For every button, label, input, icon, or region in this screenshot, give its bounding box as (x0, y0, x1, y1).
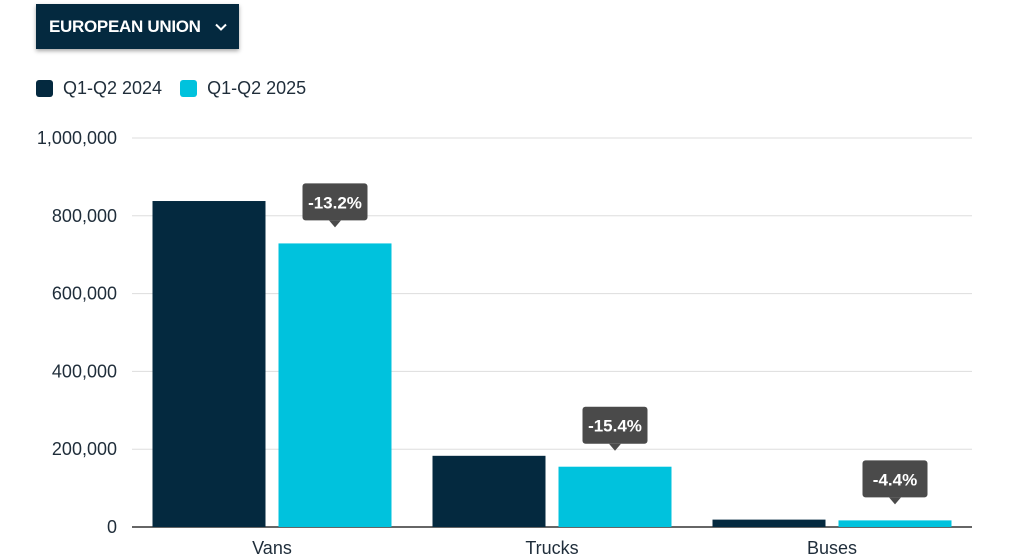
bar (432, 455, 546, 527)
bar (838, 520, 952, 527)
annotation-box (302, 183, 368, 221)
legend-item-2025[interactable]: Q1-Q2 2025 (180, 78, 306, 99)
chart-legend: Q1-Q2 2024 Q1-Q2 2025 (36, 78, 324, 99)
y-tick-label: 1,000,000 (37, 128, 117, 148)
annotation-pointer (329, 220, 341, 228)
bar (152, 201, 266, 527)
annotation-label: -13.2% (308, 193, 362, 212)
y-tick-label: 600,000 (52, 284, 117, 304)
y-tick-label: 800,000 (52, 206, 117, 226)
y-tick-label: 400,000 (52, 361, 117, 381)
legend-swatch-2024 (36, 80, 53, 97)
y-tick-label: 0 (107, 517, 117, 537)
legend-swatch-2025 (180, 80, 198, 97)
annotation-pointer (609, 443, 621, 451)
region-dropdown[interactable]: EUROPEAN UNION (36, 4, 239, 49)
legend-label-2024: Q1-Q2 2024 (63, 78, 163, 98)
annotation-label: -4.4% (873, 470, 917, 489)
bar (558, 466, 672, 527)
region-dropdown-label: EUROPEAN UNION (49, 16, 201, 36)
annotation-box (862, 460, 928, 498)
x-tick-label: Vans (252, 538, 292, 558)
x-tick-label: Buses (807, 538, 857, 558)
bar (278, 243, 392, 527)
x-tick-label: Trucks (525, 538, 578, 558)
legend-item-2024[interactable]: Q1-Q2 2024 (36, 78, 162, 99)
legend-label-2025: Q1-Q2 2025 (207, 78, 307, 98)
annotation-box (582, 406, 648, 444)
y-tick-label: 200,000 (52, 439, 117, 459)
annotation-label: -15.4% (588, 417, 642, 436)
bar (712, 519, 826, 527)
annotation-pointer (889, 497, 901, 505)
chevron-down-icon (214, 20, 228, 34)
